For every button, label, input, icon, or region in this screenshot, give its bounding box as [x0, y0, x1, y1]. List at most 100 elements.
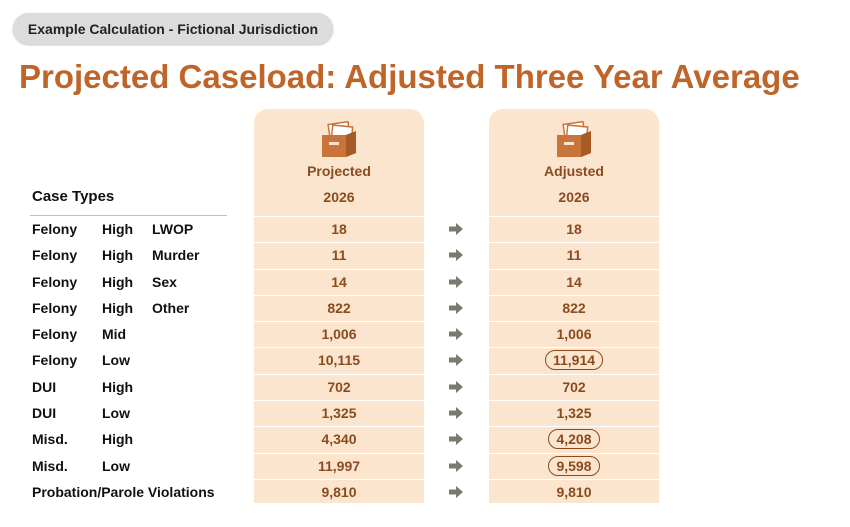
projected-value: 1,006 [321, 326, 357, 343]
row-separator [489, 242, 659, 244]
table-row: Felony High Other 822 822 [0, 294, 850, 321]
arrow-right-icon [449, 301, 463, 314]
adjusted-value: 1,006 [556, 326, 592, 343]
table-row: Misd. High 4,340 4,208 [0, 426, 850, 452]
case-level: High [102, 247, 134, 264]
adjusted-value-cell: 18 [489, 216, 659, 242]
projected-value: 11,997 [317, 457, 361, 474]
row-separator [489, 426, 659, 428]
case-category: Felony [32, 299, 78, 316]
projected-value: 1,325 [321, 405, 357, 422]
row-separator [254, 452, 424, 454]
projected-value: 9,810 [321, 483, 357, 500]
adjusted-value-cell: 4,208 [489, 426, 659, 452]
row-separator [489, 452, 659, 454]
case-level: High [102, 221, 134, 237]
arrow-right-icon [449, 485, 463, 498]
case-subtype: Sex [152, 273, 177, 290]
adjusted-value-highlighted: 11,914 [544, 350, 604, 371]
row-separator [254, 347, 424, 349]
adjusted-value-cell: 11 [489, 242, 659, 268]
adjusted-value-cell: 702 [489, 374, 659, 400]
case-level: Low [102, 352, 130, 369]
arrow-right-icon [449, 223, 463, 235]
case-category: Misd. [32, 457, 68, 474]
case-category: Felony [32, 247, 78, 264]
row-separator [254, 268, 424, 270]
adjusted-value-cell: 11,914 [489, 347, 659, 373]
row-separator [489, 478, 659, 480]
adjusted-value-cell: 9,598 [489, 453, 659, 479]
case-level: High [102, 273, 134, 290]
case-level: Low [102, 405, 130, 422]
case-subtype: Other [152, 299, 190, 316]
adjusted-value-cell: 1,325 [489, 400, 659, 426]
row-separator [489, 321, 659, 323]
row-separator [489, 400, 659, 402]
page-title: Projected Caseload: Adjusted Three Year … [19, 58, 800, 95]
caseload-table: Felony High LWOP 18 18 Felony High Murder 11 11 Fe… [0, 216, 850, 505]
adjusted-value-highlighted: 4,208 [548, 429, 600, 450]
table-row: Felony High Murder 11 11 [0, 242, 850, 268]
projected-column: Projected 2026 [254, 109, 424, 503]
adjusted-value: 18 [566, 221, 582, 237]
row-separator [254, 216, 424, 217]
table-row: Felony Low 10,115 11,914 [0, 347, 850, 373]
case-category: DUI [32, 378, 57, 395]
case-category: Misd. [32, 431, 68, 448]
table-row: DUI Low 1,325 1,325 [0, 400, 850, 426]
case-level: High [102, 378, 134, 395]
case-subtype: Murder [152, 247, 200, 264]
adjusted-value: 14 [566, 273, 582, 290]
row-separator [254, 294, 424, 296]
case-category: Felony [32, 326, 78, 343]
adjusted-value-cell: 1,006 [489, 321, 659, 347]
arrow-right-icon [449, 380, 463, 393]
projected-value: 702 [327, 378, 351, 395]
projected-value: 4,340 [321, 431, 357, 448]
projected-value: 822 [327, 299, 351, 316]
adjusted-value: 1,325 [556, 405, 592, 422]
case-level: Low [102, 457, 130, 474]
row-separator [254, 478, 424, 480]
arrow-right-icon [449, 328, 463, 341]
row-separator [489, 373, 659, 375]
case-category: Felony [32, 352, 78, 369]
adjusted-column-label: Adjusted [544, 163, 604, 179]
adjusted-value-cell: 14 [489, 269, 659, 295]
row-separator [489, 294, 659, 296]
arrow-right-icon [449, 275, 463, 288]
adjusted-value: 11 [566, 247, 582, 264]
row-separator [489, 347, 659, 349]
adjusted-value: 9,810 [556, 483, 592, 500]
case-level: High [102, 299, 134, 316]
file-box-icon [557, 121, 591, 157]
adjusted-value: 702 [562, 378, 586, 395]
case-category: Probation/Parole Violations [32, 483, 215, 500]
jurisdiction-badge: Example Calculation - Fictional Jurisdic… [13, 13, 333, 44]
table-row: Misd. Low 11,997 9,598 [0, 452, 850, 479]
row-separator [254, 400, 424, 402]
row-separator [254, 321, 424, 323]
projected-value: 14 [331, 273, 347, 290]
case-level: High [102, 431, 134, 448]
adjusted-column-year: 2026 [558, 189, 590, 205]
arrow-right-icon [449, 249, 463, 262]
case-category: DUI [32, 405, 57, 422]
projected-column-year: 2026 [323, 189, 355, 205]
case-level: Mid [102, 326, 127, 343]
arrow-right-icon [449, 433, 463, 446]
arrow-right-icon [449, 459, 463, 472]
projected-value: 11 [331, 247, 347, 264]
row-separator [489, 216, 659, 217]
case-category: Felony [32, 221, 78, 237]
table-row: Felony Mid 1,006 1,006 [0, 321, 850, 347]
adjusted-value-cell: 9,810 [489, 479, 659, 505]
table-row: Probation/Parole Violations 9,810 9,810 [0, 478, 850, 505]
row-separator [254, 242, 424, 244]
row-separator [489, 268, 659, 270]
table-row: Felony High LWOP 18 18 [0, 216, 850, 242]
case-types-header: Case Types [32, 188, 115, 205]
table-row: DUI High 702 702 [0, 373, 850, 400]
row-separator [254, 426, 424, 428]
